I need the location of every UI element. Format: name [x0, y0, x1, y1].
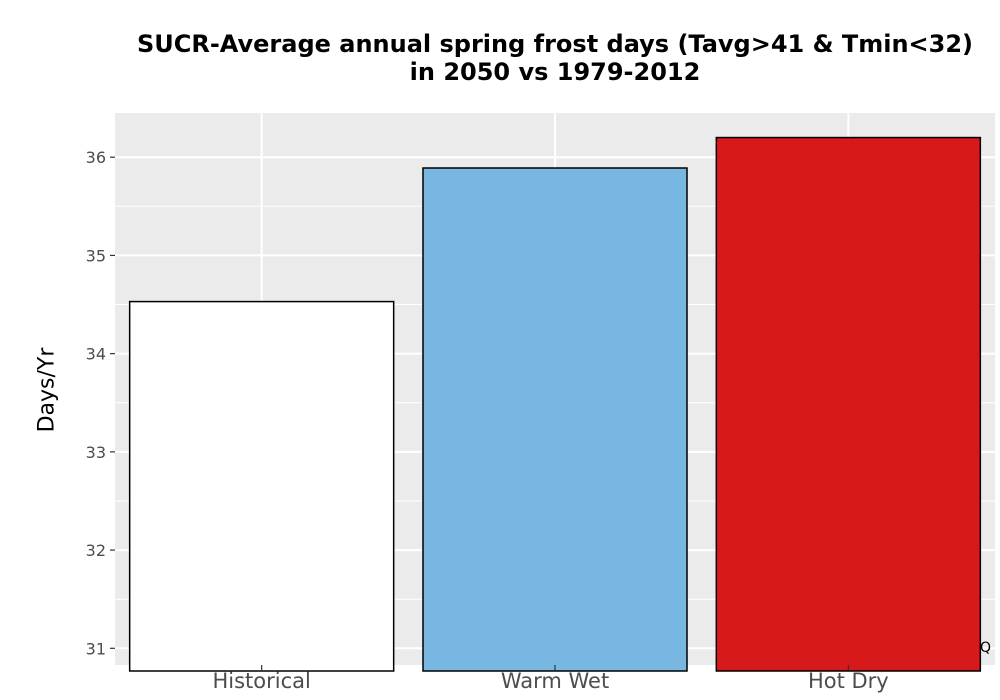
- x-tick-label: Hot Dry: [808, 669, 889, 693]
- y-tick-label: 35: [86, 246, 106, 265]
- bar-historical: [128, 300, 395, 672]
- y-tick-label: 33: [86, 443, 106, 462]
- y-tick-label: 32: [86, 541, 106, 560]
- y-tick-label: 31: [86, 639, 106, 658]
- y-tick-label: 36: [86, 148, 106, 167]
- y-tick-label: 34: [86, 345, 106, 364]
- bar-hot-dry: [715, 136, 982, 672]
- x-tick-label: Historical: [212, 669, 310, 693]
- x-tick-label: Warm Wet: [501, 669, 609, 693]
- chart-title: SUCR-Average annual spring frost days (T…: [136, 30, 974, 86]
- corner-note: Q: [980, 640, 992, 656]
- bar-warm-wet: [422, 167, 688, 672]
